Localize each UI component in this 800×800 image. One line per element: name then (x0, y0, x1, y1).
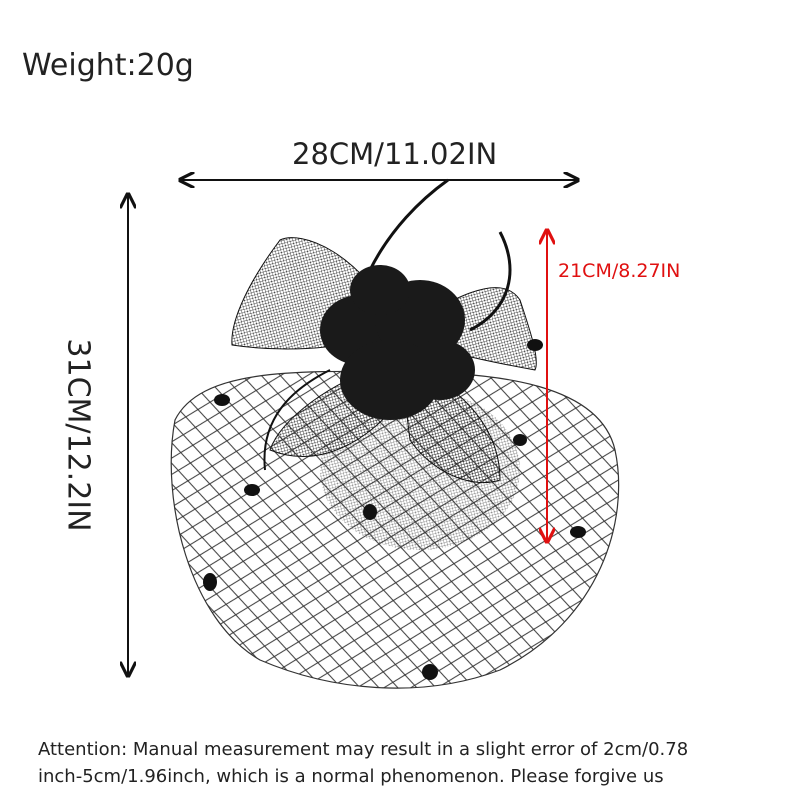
note: Attention: Manual measurement may result… (38, 736, 688, 790)
depth-label: 21CM/8.27IN (558, 260, 681, 282)
width-label: 28CM/11.02IN (292, 137, 498, 171)
feather (263, 369, 331, 471)
height-label: 31CM/12.2IN (60, 338, 96, 532)
note-line: Attention: Manual measurement may result… (38, 739, 689, 760)
feather (469, 231, 512, 332)
flower (320, 265, 475, 420)
weight: Weight:20g (22, 48, 194, 83)
note-line: inch-5cm/1.96inch, which is a normal phe… (38, 766, 664, 787)
feather (368, 178, 449, 271)
